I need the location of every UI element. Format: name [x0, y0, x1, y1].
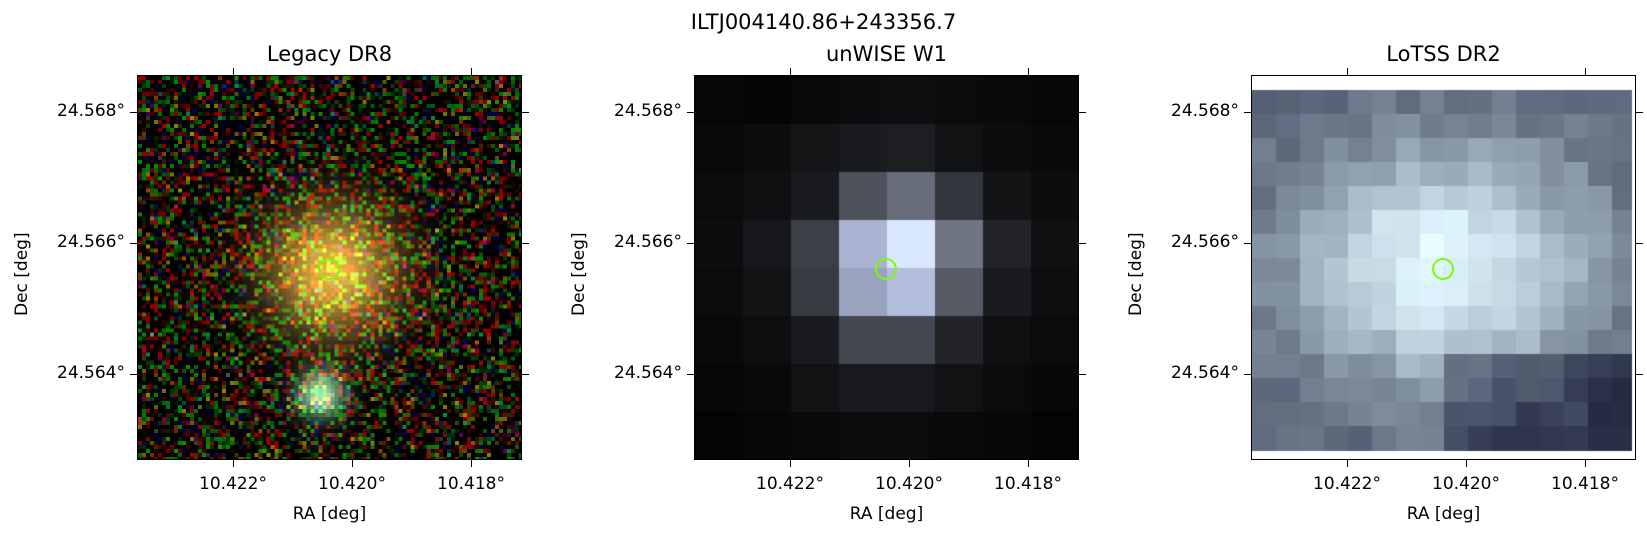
y-tick-label: 24.566°: [57, 232, 125, 252]
y-tick: [687, 374, 694, 375]
x-tick: [233, 460, 234, 467]
y-tick-label: 24.566°: [614, 232, 682, 252]
panel-title: LoTSS DR2: [1386, 42, 1501, 66]
top-tick: [1028, 68, 1029, 75]
right-tick: [1079, 112, 1086, 113]
y-tick-label: 24.568°: [614, 101, 682, 121]
x-tick: [1347, 460, 1348, 467]
cutout-image: [1251, 75, 1636, 460]
y-tick: [687, 112, 694, 113]
x-tick: [1028, 460, 1029, 467]
right-tick: [1636, 374, 1643, 375]
cutout-image: [694, 75, 1079, 460]
right-tick: [522, 374, 529, 375]
y-tick: [1244, 112, 1251, 113]
y-axis-label: Dec [deg]: [569, 231, 589, 316]
top-tick: [471, 68, 472, 75]
y-tick-label: 24.568°: [1171, 101, 1239, 121]
y-tick: [130, 243, 137, 244]
x-tick: [352, 460, 353, 467]
y-tick: [1244, 374, 1251, 375]
top-tick: [1347, 68, 1348, 75]
x-tick-label: 10.418°: [994, 474, 1062, 494]
panel-title: unWISE W1: [826, 42, 947, 66]
y-tick-label: 24.564°: [1171, 363, 1239, 383]
y-tick-label: 24.564°: [57, 363, 125, 383]
x-tick-label: 10.420°: [875, 474, 943, 494]
x-axis-label: RA [deg]: [849, 504, 924, 524]
x-tick-label: 10.422°: [1313, 474, 1381, 494]
x-tick-label: 10.418°: [1551, 474, 1619, 494]
source-marker-circle: [1432, 258, 1454, 280]
top-tick: [790, 68, 791, 75]
right-tick: [1079, 243, 1086, 244]
x-axis-label: RA [deg]: [1406, 504, 1481, 524]
right-tick: [1079, 374, 1086, 375]
x-tick-label: 10.418°: [437, 474, 505, 494]
x-tick-label: 10.420°: [318, 474, 386, 494]
top-tick: [1585, 68, 1586, 75]
x-axis-label: RA [deg]: [292, 504, 367, 524]
y-tick-label: 24.566°: [1171, 232, 1239, 252]
panel-title: Legacy DR8: [266, 42, 393, 66]
source-marker-circle: [875, 258, 897, 280]
x-tick: [1466, 460, 1467, 467]
x-tick: [1585, 460, 1586, 467]
right-tick: [522, 243, 529, 244]
cutout-image: [137, 75, 522, 460]
right-tick: [1636, 243, 1643, 244]
x-tick-label: 10.422°: [199, 474, 267, 494]
y-tick: [130, 374, 137, 375]
y-tick-label: 24.564°: [614, 363, 682, 383]
y-axis-label: Dec [deg]: [12, 231, 32, 316]
y-tick: [130, 112, 137, 113]
right-tick: [522, 112, 529, 113]
right-tick: [1636, 112, 1643, 113]
y-tick: [687, 243, 694, 244]
x-tick: [909, 460, 910, 467]
top-tick: [233, 68, 234, 75]
x-tick-label: 10.420°: [1432, 474, 1500, 494]
y-tick-label: 24.568°: [57, 101, 125, 121]
x-tick-label: 10.422°: [756, 474, 824, 494]
source-marker-circle: [318, 258, 340, 280]
figure-title: ILTJ004140.86+243356.7: [690, 10, 957, 34]
y-axis-label: Dec [deg]: [1126, 231, 1146, 316]
x-tick: [790, 460, 791, 467]
x-tick: [471, 460, 472, 467]
y-tick: [1244, 243, 1251, 244]
